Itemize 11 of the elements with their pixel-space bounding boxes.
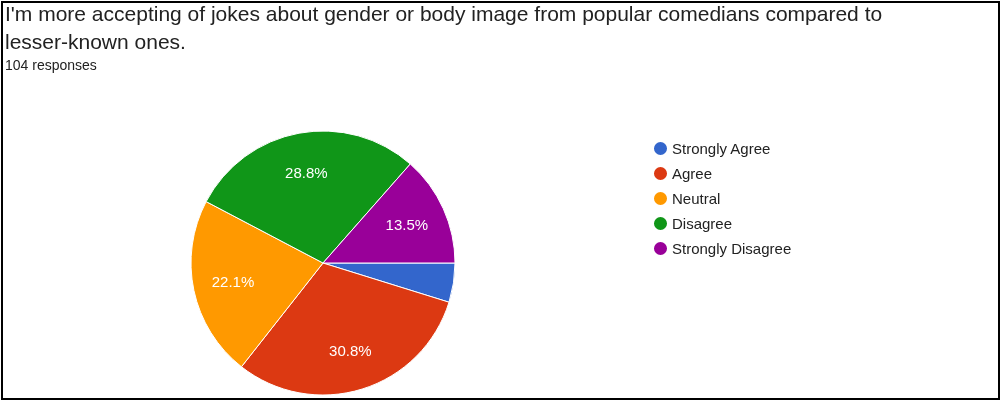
data-label: 28.8% <box>285 163 328 181</box>
legend-label: Strongly Disagree <box>672 239 792 257</box>
legend-label: Strongly Agree <box>672 139 771 157</box>
legend-label: Agree <box>672 164 713 182</box>
text: 104 responses <box>5 57 97 73</box>
data-label: 13.5% <box>385 216 429 234</box>
legend-label: Neutral <box>672 189 721 207</box>
chart-title: I'm more accepting of jokes about gender or body image from popular comedians compared to lesser-known ones. <box>5 2 883 53</box>
data-label: 22.1% <box>211 273 255 291</box>
data-label: 30.8% <box>329 341 372 359</box>
legend-label: Disagree <box>672 214 733 232</box>
